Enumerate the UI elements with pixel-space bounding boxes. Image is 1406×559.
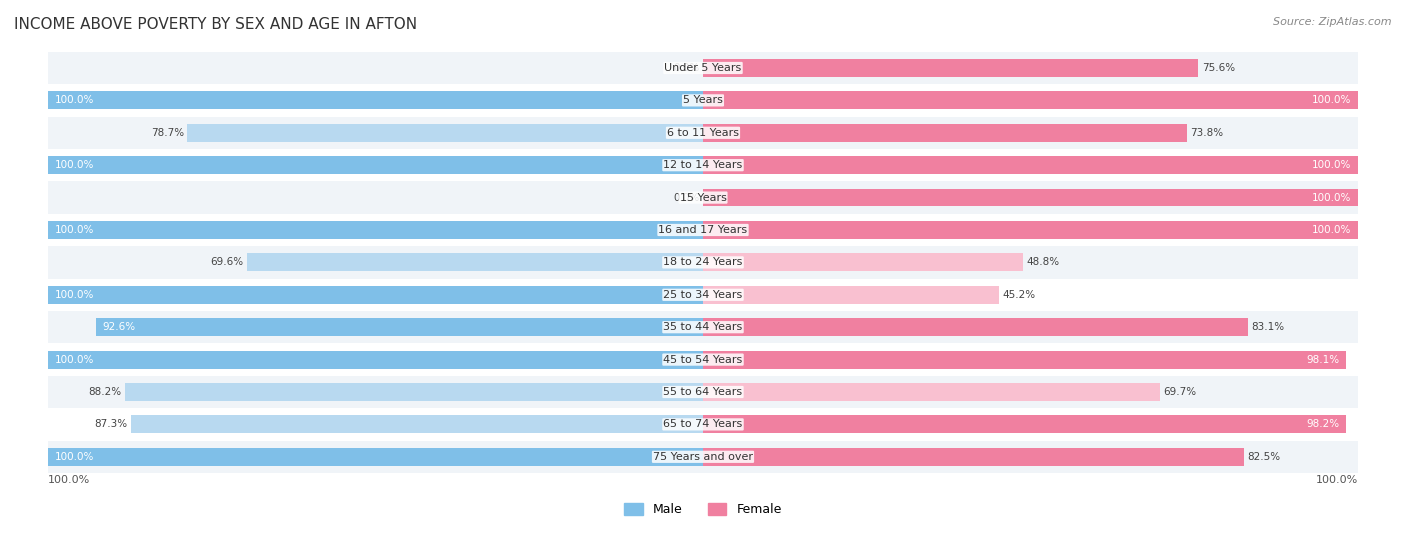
- Bar: [703, 92, 1358, 110]
- Text: 100.0%: 100.0%: [55, 290, 94, 300]
- Bar: [48, 117, 1358, 149]
- Bar: [48, 92, 703, 110]
- Bar: [703, 415, 1347, 433]
- Text: 100.0%: 100.0%: [1312, 193, 1351, 202]
- Bar: [48, 350, 703, 368]
- Bar: [703, 286, 1000, 304]
- Bar: [131, 415, 703, 433]
- Text: 92.6%: 92.6%: [103, 322, 136, 332]
- Bar: [703, 448, 1243, 466]
- Bar: [125, 383, 703, 401]
- Bar: [48, 376, 1358, 408]
- Bar: [48, 448, 703, 466]
- Text: 0.0%: 0.0%: [673, 63, 700, 73]
- Text: 25 to 34 Years: 25 to 34 Years: [664, 290, 742, 300]
- Text: 65 to 74 Years: 65 to 74 Years: [664, 419, 742, 429]
- Text: 100.0%: 100.0%: [1312, 225, 1351, 235]
- Text: 100.0%: 100.0%: [55, 225, 94, 235]
- Text: 45.2%: 45.2%: [1002, 290, 1036, 300]
- Text: 82.5%: 82.5%: [1247, 452, 1279, 462]
- Text: 98.1%: 98.1%: [1306, 354, 1340, 364]
- Text: 98.2%: 98.2%: [1306, 419, 1340, 429]
- Text: 100.0%: 100.0%: [55, 160, 94, 170]
- Bar: [48, 440, 1358, 473]
- Text: 35 to 44 Years: 35 to 44 Years: [664, 322, 742, 332]
- Bar: [48, 214, 1358, 246]
- Text: 0.0%: 0.0%: [673, 193, 700, 202]
- Bar: [703, 59, 1198, 77]
- Bar: [703, 157, 1358, 174]
- Bar: [703, 221, 1358, 239]
- Text: 88.2%: 88.2%: [89, 387, 122, 397]
- Text: 100.0%: 100.0%: [48, 475, 90, 485]
- Text: 45 to 54 Years: 45 to 54 Years: [664, 354, 742, 364]
- Text: 55 to 64 Years: 55 to 64 Years: [664, 387, 742, 397]
- Text: 100.0%: 100.0%: [55, 96, 94, 106]
- Bar: [187, 124, 703, 141]
- Text: Source: ZipAtlas.com: Source: ZipAtlas.com: [1274, 17, 1392, 27]
- Bar: [48, 149, 1358, 181]
- Text: 100.0%: 100.0%: [1312, 160, 1351, 170]
- Bar: [48, 157, 703, 174]
- Text: 73.8%: 73.8%: [1189, 128, 1223, 138]
- Text: 48.8%: 48.8%: [1026, 257, 1059, 267]
- Text: 15 Years: 15 Years: [679, 193, 727, 202]
- Bar: [48, 408, 1358, 440]
- Bar: [96, 318, 703, 336]
- Text: INCOME ABOVE POVERTY BY SEX AND AGE IN AFTON: INCOME ABOVE POVERTY BY SEX AND AGE IN A…: [14, 17, 418, 32]
- Text: 75 Years and over: 75 Years and over: [652, 452, 754, 462]
- Text: 69.6%: 69.6%: [211, 257, 243, 267]
- Bar: [703, 124, 1187, 141]
- Bar: [48, 84, 1358, 117]
- Legend: Male, Female: Male, Female: [619, 498, 787, 522]
- Bar: [48, 221, 703, 239]
- Text: 100.0%: 100.0%: [55, 452, 94, 462]
- Bar: [703, 189, 1358, 206]
- Text: 6 to 11 Years: 6 to 11 Years: [666, 128, 740, 138]
- Text: 87.3%: 87.3%: [94, 419, 128, 429]
- Text: 100.0%: 100.0%: [1316, 475, 1358, 485]
- Bar: [703, 253, 1022, 271]
- Text: 100.0%: 100.0%: [1312, 96, 1351, 106]
- Bar: [48, 286, 703, 304]
- Text: 83.1%: 83.1%: [1251, 322, 1284, 332]
- Bar: [48, 278, 1358, 311]
- Text: 78.7%: 78.7%: [150, 128, 184, 138]
- Text: 100.0%: 100.0%: [55, 354, 94, 364]
- Bar: [48, 311, 1358, 343]
- Bar: [247, 253, 703, 271]
- Text: 12 to 14 Years: 12 to 14 Years: [664, 160, 742, 170]
- Text: 5 Years: 5 Years: [683, 96, 723, 106]
- Text: 16 and 17 Years: 16 and 17 Years: [658, 225, 748, 235]
- Bar: [703, 350, 1346, 368]
- Bar: [48, 343, 1358, 376]
- Text: Under 5 Years: Under 5 Years: [665, 63, 741, 73]
- Text: 69.7%: 69.7%: [1163, 387, 1197, 397]
- Text: 75.6%: 75.6%: [1202, 63, 1234, 73]
- Text: 18 to 24 Years: 18 to 24 Years: [664, 257, 742, 267]
- Bar: [48, 246, 1358, 278]
- Bar: [703, 383, 1160, 401]
- Bar: [703, 318, 1247, 336]
- Bar: [48, 52, 1358, 84]
- Bar: [48, 181, 1358, 214]
